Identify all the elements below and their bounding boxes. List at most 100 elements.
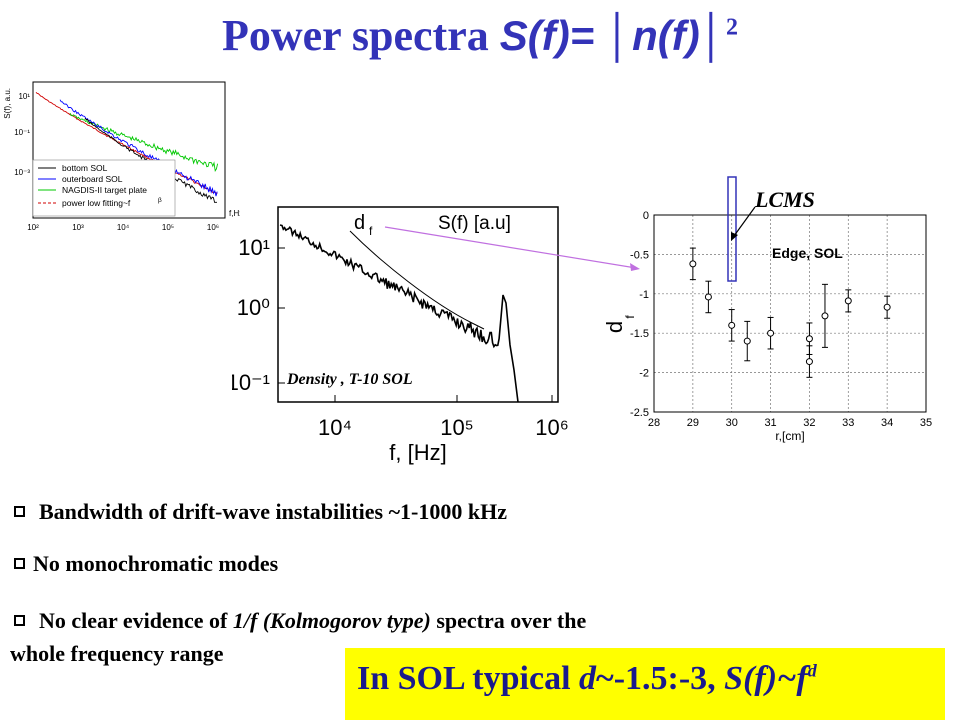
plot3-point bbox=[743, 337, 751, 345]
df-link-arrow bbox=[384, 226, 637, 269]
page-title: Power spectra S(f)= │n(f)│2 bbox=[0, 10, 960, 61]
plot2-y-tick-label: 10⁰ bbox=[237, 295, 270, 320]
legend-powerlaw: power low fitting~f bbox=[62, 198, 131, 208]
plot3-frame bbox=[653, 214, 927, 413]
bullet-text: No monochromatic modes bbox=[33, 551, 279, 576]
summary-box: In SOL typical d~-1.5:-3, S(f)~fd bbox=[345, 648, 945, 720]
bullet-item-bandwidth: Bandwidth of drift-wave instabilities ~1… bbox=[10, 499, 507, 525]
plot3-x-tick-label: 33 bbox=[842, 417, 854, 429]
plot1-ylabel: S(f), a.u. bbox=[3, 88, 12, 119]
plot3-y-tick-label: -1 bbox=[639, 289, 649, 301]
plot3-x-ticks: 28 29 30 31 32 33 34 35 bbox=[648, 417, 932, 429]
bullet-text: Bandwidth of drift-wave instabilities ~1… bbox=[39, 499, 507, 524]
plot3-y-tick-label: 0 bbox=[643, 210, 649, 222]
plot3-point bbox=[767, 329, 775, 337]
legend-powerlaw-exponent: β bbox=[158, 197, 162, 204]
plot3-point bbox=[821, 312, 829, 320]
plot3-y-tick-label: -0.5 bbox=[630, 249, 649, 261]
plot2-legend-df-sub: f bbox=[369, 224, 373, 238]
plot1-x-ticks: 10² 10³ 10⁴ 10⁵ 10⁶ bbox=[27, 223, 219, 232]
bullet-item-kolmogorov-line2: whole frequency range bbox=[10, 641, 223, 667]
bullet-item-kolmogorov: No clear evidence of 1/f (Kolmogorov typ… bbox=[10, 608, 586, 634]
bullet-box-icon bbox=[14, 615, 25, 626]
plot2-xlabel: f, [Hz] bbox=[389, 440, 446, 465]
plot3-point bbox=[883, 303, 891, 311]
plot3-point bbox=[805, 358, 813, 366]
summary-pre: In SOL typical bbox=[357, 660, 580, 697]
plot1-x-tick-label: 10⁵ bbox=[162, 223, 174, 232]
plot3-x-tick-label: 35 bbox=[920, 417, 932, 429]
plot2-x-tick-label: 10⁵ bbox=[440, 415, 474, 440]
plot2-x-tick-label: 10⁶ bbox=[535, 415, 569, 440]
plot1-xlabel: f,Hz bbox=[229, 209, 240, 218]
plot3-x-tick-label: 29 bbox=[687, 417, 699, 429]
bullet-item-monochromatic: No monochromatic modes bbox=[10, 551, 278, 577]
lcms-label: LCMS bbox=[754, 187, 815, 212]
plot3-annotation: Edge, SOL bbox=[772, 245, 843, 261]
plot2-x-tick-label: 10⁴ bbox=[318, 415, 352, 440]
plot2-legend-df: d bbox=[354, 212, 365, 234]
bullet-text-line2: whole frequency range bbox=[10, 641, 224, 666]
legend-outerboard-sol: outerboard SOL bbox=[62, 174, 123, 184]
plot1-series-line bbox=[69, 112, 219, 173]
plot3-y-ticks: 0 -0.5 -1 -1.5 -2 -2.5 bbox=[630, 210, 649, 419]
bullet-text-cont: spectra over the bbox=[430, 608, 587, 633]
title-exponent: 2 bbox=[726, 14, 739, 41]
plot1-x-tick-label: 10³ bbox=[72, 223, 84, 232]
plot3-y-tick-label: -2 bbox=[639, 368, 649, 380]
summary-exp: d bbox=[807, 660, 817, 681]
plot2-y-tick-label: 10⁻¹ bbox=[232, 370, 270, 395]
plot1-y-tick-label: 10¹ bbox=[18, 92, 30, 101]
plot3-x-tick-label: 34 bbox=[881, 417, 893, 429]
plot1-y-tick-label: 10⁻³ bbox=[14, 168, 30, 177]
plot1-frame bbox=[32, 81, 226, 219]
title-text: Power spectra bbox=[221, 11, 500, 60]
plot3-point bbox=[689, 260, 697, 268]
lcms-arrow bbox=[733, 206, 756, 237]
bullet-emphasis: 1/f (Kolmogorov type) bbox=[232, 608, 431, 633]
plot3-point bbox=[704, 293, 712, 301]
bullet-box-icon bbox=[14, 558, 25, 569]
plot3-x-tick-label: 30 bbox=[726, 417, 738, 429]
legend-bottom-sol: bottom SOL bbox=[62, 163, 108, 173]
summary-d: d bbox=[579, 660, 597, 697]
plot2-y-tick-label: 10¹ bbox=[238, 235, 270, 260]
plot1-legend: bottom SOL outerboard SOL NAGDIS-II targ… bbox=[32, 159, 176, 217]
chart-df-vs-radius: LCMS 0-0.5-1-1.5-2-2.5 28 29 30 31 32 33 34 35 … bbox=[602, 176, 932, 443]
lcms-arrowhead bbox=[731, 232, 738, 241]
plot3-point bbox=[805, 335, 813, 343]
chart-t10-density-spectrum: 10¹ 10⁰ 10⁻¹ 10⁴ 10⁵ 10⁶ f, [Hz] d f S(f) [a… bbox=[232, 206, 569, 465]
summary-mid: ~-1.5:-3, bbox=[596, 660, 725, 697]
df-link-arrowhead bbox=[630, 263, 640, 271]
plot1-y-tick-label: 10⁻¹ bbox=[14, 128, 30, 137]
plot2-x-ticks: 10⁴ 10⁵ 10⁶ bbox=[318, 395, 569, 440]
plot1-y-ticks: 10¹ 10⁻¹ 10⁻³ bbox=[14, 92, 30, 177]
plot3-ylabel-sub: f bbox=[623, 315, 637, 319]
plot3-ylabel: d bbox=[602, 321, 627, 333]
plot3-points bbox=[689, 247, 891, 378]
plot3-y-tick-label: -1.5 bbox=[630, 328, 649, 340]
summary-sf: S(f)~f bbox=[724, 660, 808, 697]
plot1-x-tick-label: 10⁶ bbox=[207, 223, 219, 232]
plot2-legend-sf: S(f) [a.u] bbox=[438, 213, 511, 234]
legend-nagdis: NAGDIS-II target plate bbox=[62, 185, 147, 195]
title-formula: S(f)= │n(f)│ bbox=[499, 12, 727, 59]
bullet-box-icon bbox=[14, 506, 25, 517]
plot1-x-tick-label: 10⁴ bbox=[117, 223, 130, 232]
plot3-x-tick-label: 28 bbox=[648, 417, 660, 429]
lcms-marker bbox=[727, 176, 737, 282]
plot2-spectrum-line bbox=[279, 224, 519, 403]
plot3-point bbox=[844, 297, 852, 305]
plot2-y-ticks: 10¹ 10⁰ 10⁻¹ bbox=[232, 235, 285, 395]
chart-spectra-comparison: S(f), a.u. 10¹ 10⁻¹ 10⁻³ 10² 10³ 10⁴ 10⁵ 10⁶ f… bbox=[0, 78, 240, 243]
plot3-x-tick-label: 31 bbox=[764, 417, 776, 429]
plot3-point bbox=[728, 321, 736, 329]
plot2-annotation: Density , T-10 SOL bbox=[286, 371, 413, 388]
plot3-x-tick-label: 32 bbox=[803, 417, 815, 429]
plot2-frame bbox=[277, 206, 559, 403]
plot3-y-tick-label: -2.5 bbox=[630, 407, 649, 419]
bullet-text: No clear evidence of bbox=[39, 608, 233, 633]
plot3-xlabel: r,[cm] bbox=[775, 429, 804, 443]
plot2-fit-line bbox=[349, 230, 485, 330]
